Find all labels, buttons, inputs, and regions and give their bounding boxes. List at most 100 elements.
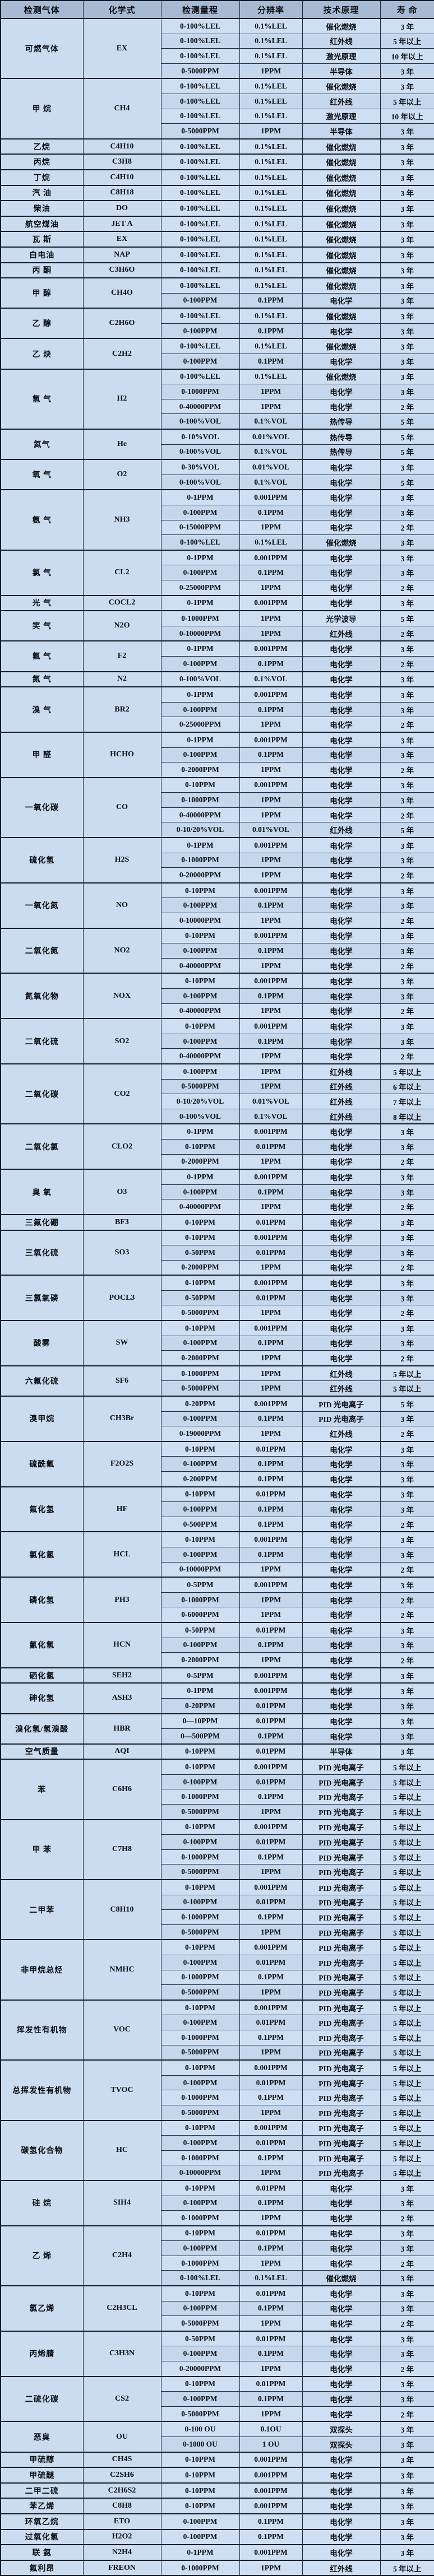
- resolution-cell: 1PPM: [239, 1652, 303, 1668]
- life-cell: 3 年: [380, 2179, 434, 2196]
- principle-cell: 电化学: [302, 1184, 381, 1200]
- table-row: 乙 烯 C2H4 0-10PPM 0.01PPM 电化学 3 年: [0, 2225, 434, 2286]
- life-cell: 3 年: [380, 1440, 434, 1457]
- resolution-cell: 0.1PPM: [239, 701, 303, 718]
- table-row: 0-1000 OU 1 OU 双探头 3 年: [1, 2436, 434, 2453]
- resolution-cell: 0.001PPM: [239, 1577, 303, 1593]
- range-cell: 0-100PPM: [160, 988, 240, 1004]
- resolution-cell: 0.1%LEL: [239, 78, 303, 94]
- principle-cell: 电化学: [302, 671, 381, 687]
- principle-cell: PID 光电离子: [302, 2015, 381, 2030]
- principle-cell: 激光原理: [302, 108, 381, 124]
- principle-cell: 电化学: [302, 852, 381, 868]
- life-cell: 2 年: [380, 1305, 434, 1321]
- range-cell: 0-5000PPM: [160, 2044, 240, 2061]
- formula-cell: H2: [82, 368, 161, 430]
- formula-cell: HCHO: [82, 731, 161, 778]
- formula-cell: EX: [82, 231, 161, 248]
- range-cell: 0-100%LEL: [160, 200, 240, 217]
- formula-cell: HBR: [82, 1713, 161, 1745]
- range-cell: 0-1PPM: [160, 640, 240, 657]
- table-row: 0-100%LEL 0.1%LEL 催化燃烧 3 年: [1, 2270, 434, 2286]
- resolution-cell: 1PPM: [239, 123, 303, 140]
- resolution-cell: 1PPM: [239, 384, 303, 399]
- gas-name-cell: 甲硫醚: [0, 2467, 84, 2484]
- principle-cell: 电化学: [302, 1667, 381, 1684]
- table-row: 0-10/20%VOL 0.01%VOL 红外线 5 年: [1, 822, 434, 838]
- life-cell: 3 年: [380, 2195, 434, 2211]
- principle-cell: 双探头: [302, 2436, 381, 2453]
- principle-cell: 电化学: [302, 1577, 381, 1593]
- range-cell: 0-100%VOL: [160, 671, 240, 687]
- resolution-cell: 0.1PPM: [239, 655, 303, 672]
- principle-cell: 电化学: [302, 2467, 381, 2484]
- table-row: 二氧化硫 SO2 0-10PPM 0.001PPM 电化学 3 年: [0, 1018, 434, 1064]
- range-cell: 0-100%LEL: [160, 33, 240, 49]
- principle-cell: 光学波导: [302, 610, 381, 626]
- range-cell: 0-10000PPM: [160, 2165, 240, 2181]
- formula-cell: F2: [82, 640, 161, 672]
- resolution-cell: 1PPM: [239, 1924, 303, 1940]
- resolution-cell: 0.001PPM: [239, 973, 303, 989]
- formula-cell: VOC: [82, 1999, 161, 2061]
- range-cell: 0-10PPM: [160, 2179, 240, 2196]
- table-row: 二氧化氯 CLO2 0-1PPM 0.001PPM 电化学 3 年: [0, 1123, 434, 1170]
- table-row: 磷化氢 PH3 0-5PPM 0.001PPM 电化学 3 年: [0, 1577, 434, 1623]
- table-row: 氧 气 O2 0-30%VOL 0.01%VOL 电化学 3 年: [0, 459, 434, 490]
- gas-name-cell: 乙 炔: [0, 338, 84, 370]
- gas-name-cell: 光 气: [0, 594, 84, 611]
- formula-cell: N2O: [82, 610, 161, 641]
- life-cell: 3 年: [380, 231, 434, 248]
- table-row: 0-5000PPM 1PPM PID 光电离子 5 年以上: [1, 1864, 434, 1880]
- resolution-cell: 0.1PPM: [239, 505, 303, 520]
- gas-name-cell: 挥发性有机物: [0, 1999, 84, 2061]
- resolution-cell: 1 OU: [239, 2436, 303, 2453]
- life-cell: 3 年: [380, 368, 434, 385]
- principle-cell: 电化学: [302, 565, 381, 580]
- life-cell: 3 年: [380, 2451, 434, 2468]
- resolution-cell: 0.001PPM: [239, 686, 303, 703]
- resolution-cell: 0.001PPM: [239, 1229, 303, 1246]
- principle-cell: 催化燃烧: [302, 169, 381, 186]
- principle-cell: 电化学: [302, 792, 381, 808]
- table-row: 丙烯腈 C3H3N 0-50PPM 0.01PPM 电化学 3 年: [0, 2330, 434, 2377]
- principle-cell: 电化学: [302, 323, 381, 339]
- life-cell: 10 年以上: [380, 48, 434, 64]
- principle-cell: 电化学: [302, 398, 381, 415]
- principle-cell: 红外线: [302, 2559, 381, 2576]
- life-cell: 5 年以上: [380, 1924, 434, 1940]
- principle-cell: 电化学: [302, 1516, 381, 1532]
- formula-cell: C4H10: [82, 138, 161, 155]
- range-cell: 0-100%LEL: [160, 231, 240, 248]
- table-row: 光 气 COCL2 0-1PPM 0.001PPM 电化学 3 年: [0, 594, 434, 611]
- life-cell: 2 年: [380, 2255, 434, 2271]
- gas-name-cell: 一氧化氮: [0, 882, 84, 929]
- range-cell: 0-5000PPM: [160, 1804, 240, 1820]
- table-row: 二甲苯 C8H10 0-10PPM 0.001PPM PID 光电离子 5 年以上: [0, 1879, 434, 1940]
- resolution-cell: 0.1PPM: [239, 2195, 303, 2211]
- table-row: 二甲二硫 C2H6S2 0-10PPM 0.001PPM 电化学 3 年: [0, 2482, 434, 2499]
- range-cell: 0-10PPM: [160, 776, 240, 793]
- life-cell: 3 年: [380, 594, 434, 611]
- principle-cell: PID 光电离子: [302, 2059, 381, 2076]
- formula-cell: CH4O: [82, 277, 161, 309]
- principle-cell: 电化学: [302, 1199, 381, 1215]
- range-cell: 0-100%LEL: [160, 368, 240, 385]
- formula-cell: C7H8: [82, 1819, 161, 1880]
- life-cell: 5 年: [380, 413, 434, 430]
- resolution-cell: 0.01PPM: [239, 1743, 303, 1760]
- range-cell: 0-10PPM: [160, 2467, 240, 2484]
- table-row: 苯 C6H6 0-10PPM 0.001PPM PID 光电离子 5 年以上: [0, 1759, 434, 1820]
- range-cell: 0—500PPM: [160, 1728, 240, 1745]
- principle-cell: 电化学: [302, 489, 381, 506]
- range-cell: 0-100PPM: [160, 292, 240, 309]
- resolution-cell: 1PPM: [239, 2210, 303, 2226]
- life-cell: 3 年: [380, 792, 434, 808]
- life-cell: 3 年: [380, 549, 434, 566]
- gas-name-cell: 一氧化碳: [0, 776, 84, 838]
- principle-cell: 电化学: [302, 1033, 381, 1049]
- gas-name-cell: 氯乙烯: [0, 2285, 84, 2332]
- gas-name-cell: 二甲二硫: [0, 2482, 84, 2499]
- formula-cell: SIH4: [82, 2179, 161, 2226]
